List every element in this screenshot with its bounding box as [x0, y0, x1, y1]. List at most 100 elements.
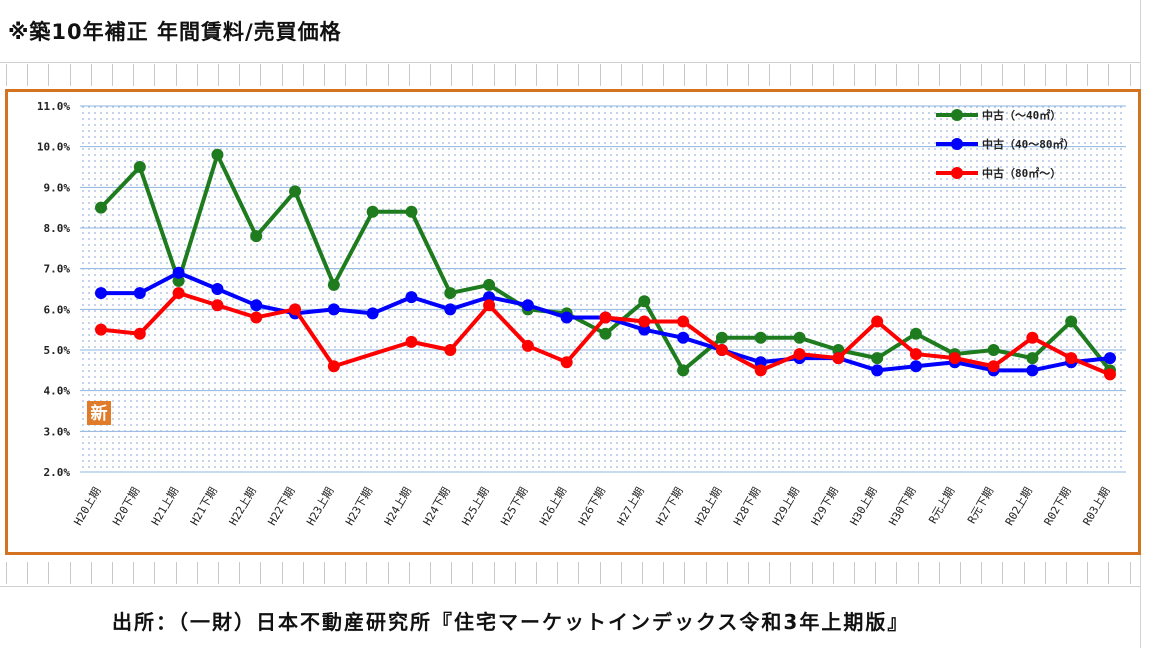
data-point: [871, 352, 884, 365]
ruler-tick: [70, 64, 71, 86]
legend-marker: [951, 167, 963, 179]
ruler-tick: [6, 562, 7, 584]
plot-area: [80, 106, 1126, 472]
ruler-tick: [578, 562, 579, 584]
ruler-tick: [621, 562, 622, 584]
ruler-tick: [642, 64, 643, 86]
ruler-tick: [684, 64, 685, 86]
data-point: [754, 331, 767, 344]
ruler-tick: [133, 562, 134, 584]
data-point: [483, 278, 496, 291]
ruler-tick: [918, 562, 919, 584]
x-tick-label: H20下期: [110, 485, 142, 528]
ruler-tick: [239, 64, 240, 86]
ruler-tick: [451, 64, 452, 86]
ruler-tick: [1045, 562, 1046, 584]
data-point: [560, 356, 573, 369]
data-point: [715, 344, 728, 356]
data-point: [677, 315, 690, 328]
x-tick-label: H21上期: [149, 485, 181, 528]
data-point: [638, 315, 651, 328]
ruler-tick: [176, 64, 177, 86]
ruler-tick: [112, 64, 113, 86]
ruler-tick: [515, 64, 516, 86]
chart-frame: 2.0% 3.0% 4.0% 5.0% 6.0% 7.0% 8.0% 9.0% 10.0% 11.…: [5, 89, 1141, 555]
data-point: [793, 331, 806, 344]
ruler-tick: [27, 562, 28, 584]
data-point: [444, 344, 457, 356]
ruler-tick: [472, 64, 473, 86]
ruler-tick: [748, 562, 749, 584]
ruler-tick: [430, 64, 431, 86]
data-point: [560, 311, 573, 324]
ruler-tick: [663, 64, 664, 86]
ruler-tick: [854, 64, 855, 86]
ruler-tick: [388, 562, 389, 584]
ruler-tick: [91, 562, 92, 584]
ruler-tick: [769, 562, 770, 584]
ruler-tick: [557, 64, 558, 86]
x-tick-label: H28上期: [692, 485, 724, 528]
ruler-tick: [282, 64, 283, 86]
data-point: [715, 331, 728, 344]
ruler-tick: [1045, 64, 1046, 86]
data-point: [405, 291, 418, 304]
ruler-tick: [197, 64, 198, 86]
line-chart: 2.0% 3.0% 4.0% 5.0% 6.0% 7.0% 8.0% 9.0% 10.0% 11.…: [37, 100, 1126, 528]
data-point: [95, 287, 107, 300]
series-line: [100, 291, 1111, 377]
ruler-tick: [27, 64, 28, 86]
source-note: 出所：（一財）日本不動産研究所『住宅マーケットインデックス令和3年上期版』: [112, 610, 910, 634]
ruler-tick: [303, 562, 304, 584]
data-point: [1104, 352, 1116, 365]
legend-label: 中古（～40㎡）: [982, 108, 1061, 122]
ruler-tick: [6, 64, 7, 86]
data-point: [1065, 315, 1078, 328]
ruler-tick: [790, 562, 791, 584]
ruler-tick: [981, 64, 982, 86]
ruler-tick: [727, 562, 728, 584]
ruler-tick: [600, 562, 601, 584]
data-point: [638, 295, 651, 308]
ruler-tick: [133, 64, 134, 86]
data-point: [793, 348, 806, 361]
data-point: [987, 360, 1000, 373]
data-point: [1026, 352, 1039, 365]
data-point: [289, 303, 302, 316]
ruler-tick: [260, 562, 261, 584]
y-tick-label: 2.0%: [44, 466, 71, 479]
y-tick-label: 11.0%: [37, 100, 70, 113]
data-point: [909, 348, 922, 361]
ruler-tick: [239, 562, 240, 584]
ruler-tick: [345, 64, 346, 86]
new-badge-label: 新: [91, 403, 108, 424]
data-point: [133, 287, 146, 300]
legend-marker: [951, 109, 963, 121]
data-point: [172, 287, 185, 300]
ruler-tick: [536, 562, 537, 584]
y-tick-label: 10.0%: [37, 141, 70, 154]
y-tick-label: 4.0%: [44, 385, 71, 398]
data-point: [599, 327, 612, 340]
ruler-tick: [303, 64, 304, 86]
ruler-tick: [366, 562, 367, 584]
ruler-tick: [557, 562, 558, 584]
x-tick-label: H30下期: [886, 485, 918, 528]
ruler-tick: [706, 562, 707, 584]
legend-marker: [951, 138, 963, 150]
x-tick-label: H25上期: [459, 485, 491, 528]
data-point: [1026, 364, 1039, 377]
y-tick-label: 6.0%: [44, 303, 71, 316]
x-tick-label: H22上期: [227, 485, 259, 528]
ruler-bottom: [0, 562, 1152, 584]
data-point: [366, 205, 379, 218]
x-tick-label: H27上期: [615, 485, 647, 528]
ruler-tick: [218, 562, 219, 584]
x-tick-label: R02上期: [1003, 485, 1035, 528]
ruler-tick: [875, 64, 876, 86]
data-point: [948, 352, 961, 365]
divider-bottom: [0, 586, 1140, 587]
data-point: [521, 339, 534, 352]
data-point: [327, 278, 340, 291]
page-title: ※築10年補正 年間賃料/売買価格: [8, 20, 342, 44]
